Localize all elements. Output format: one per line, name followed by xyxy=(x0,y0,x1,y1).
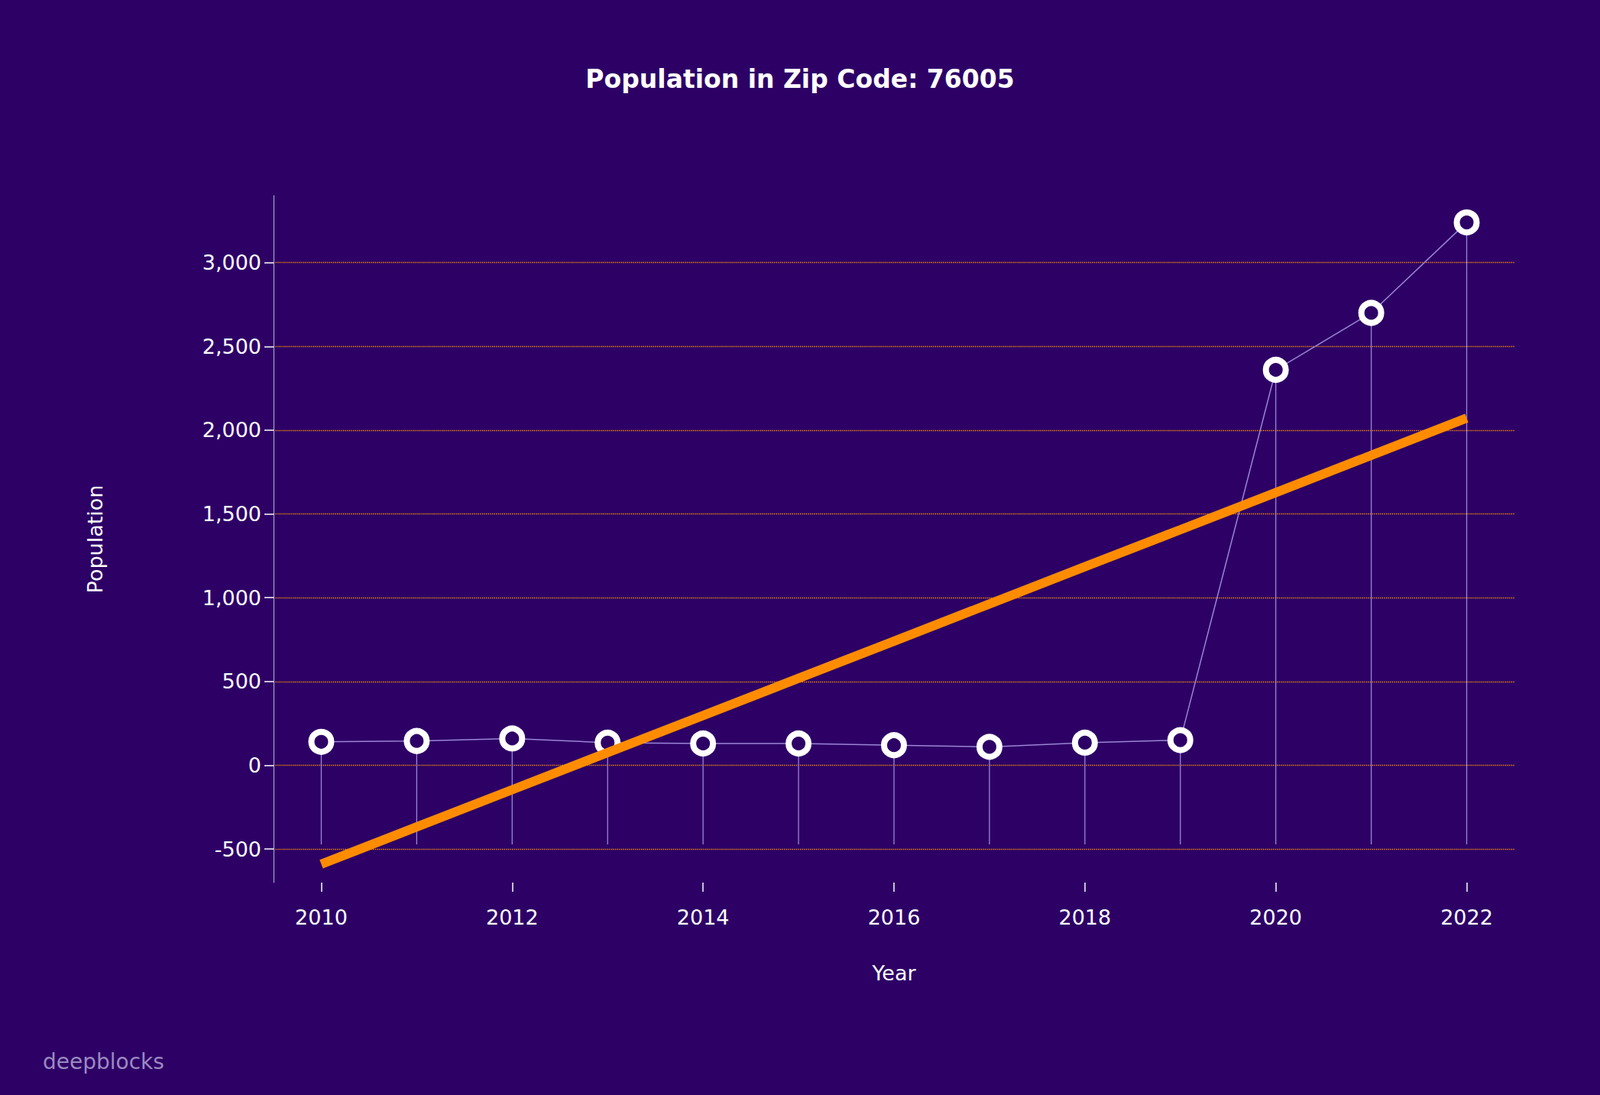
svg-text:Population: Population xyxy=(83,485,107,594)
svg-text:Population in Zip Code: 76005: Population in Zip Code: 76005 xyxy=(585,64,1014,94)
svg-text:2,500: 2,500 xyxy=(202,334,262,359)
svg-text:2010: 2010 xyxy=(294,905,348,930)
svg-text:2022: 2022 xyxy=(1440,905,1494,930)
svg-text:1,500: 1,500 xyxy=(202,502,262,526)
svg-text:2,000: 2,000 xyxy=(202,417,262,442)
svg-text:2018: 2018 xyxy=(1058,905,1111,930)
svg-text:0: 0 xyxy=(248,753,262,778)
svg-text:-500: -500 xyxy=(214,837,262,862)
svg-text:Year: Year xyxy=(871,961,917,985)
svg-text:2014: 2014 xyxy=(676,905,730,930)
svg-text:1,000: 1,000 xyxy=(202,586,262,610)
svg-text:500: 500 xyxy=(221,669,262,694)
svg-text:2016: 2016 xyxy=(868,905,921,930)
svg-text:2012: 2012 xyxy=(485,905,539,930)
svg-text:deepblocks: deepblocks xyxy=(42,1049,165,1075)
svg-text:2020: 2020 xyxy=(1249,905,1303,930)
svg-text:3,000: 3,000 xyxy=(202,250,262,275)
